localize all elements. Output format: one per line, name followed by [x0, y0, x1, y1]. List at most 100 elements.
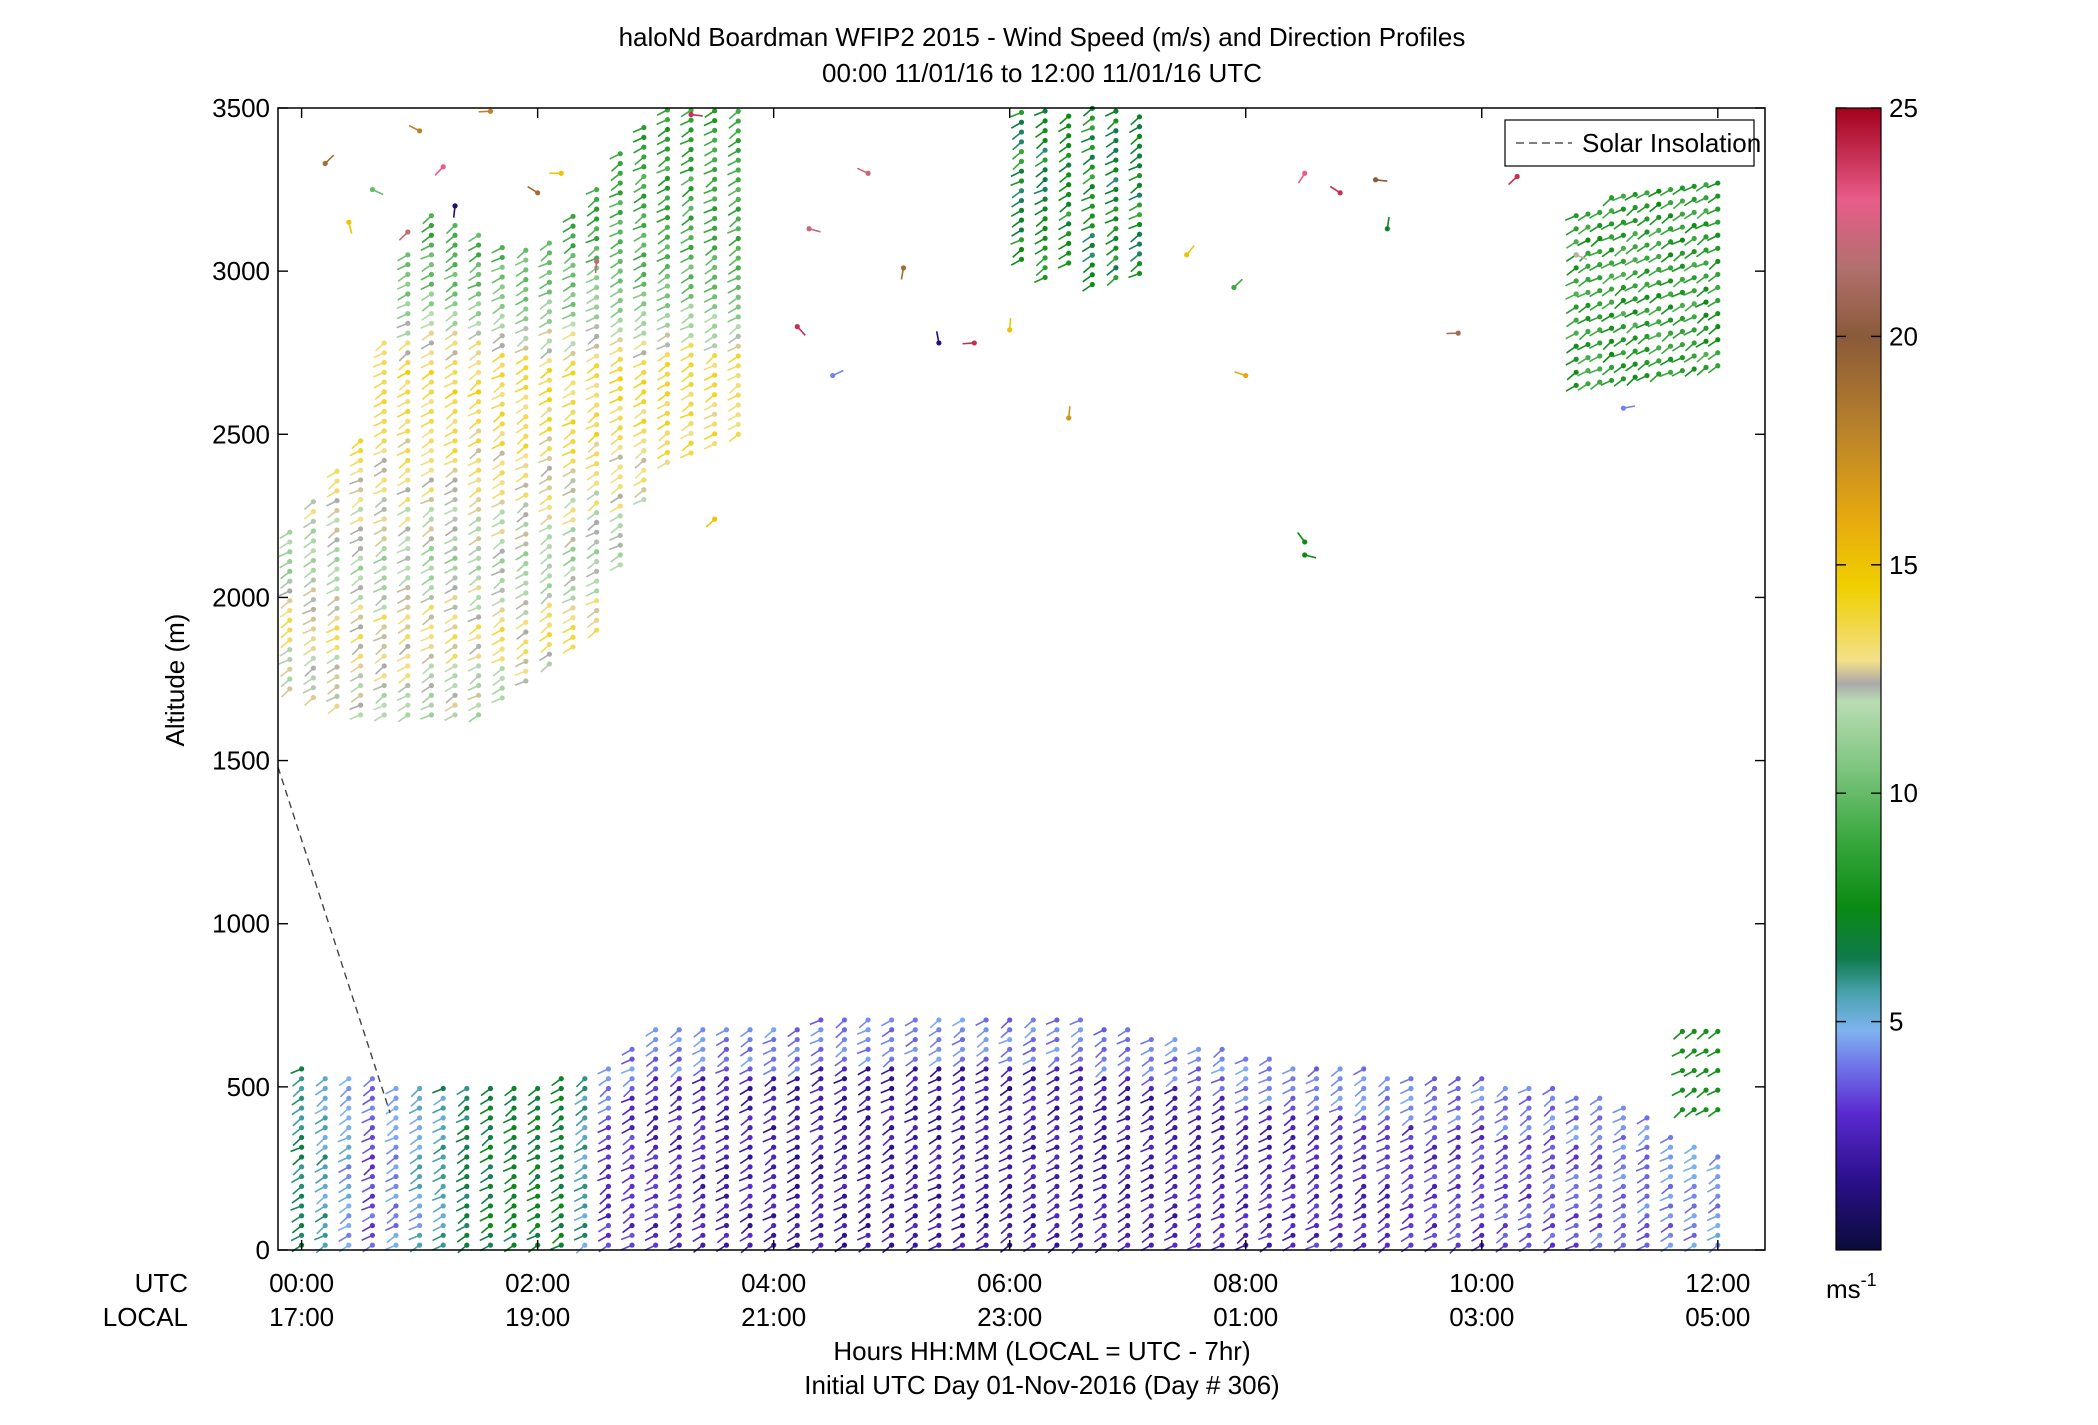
wind-barb-low-dot — [1526, 1213, 1532, 1219]
wind-barb-low-dot — [1644, 1213, 1650, 1219]
wind-barb-low-dot — [1030, 1232, 1036, 1238]
wind-barb-low-dot — [1644, 1125, 1650, 1131]
wind-barb-upper-dot — [735, 128, 741, 134]
wind-barb-upper-dot — [594, 470, 600, 477]
wind-barb-low-dot — [723, 1173, 730, 1180]
wind-barb-low-dot — [417, 1115, 423, 1121]
wind-barb-upper-dot — [476, 448, 482, 454]
wind-barb-mid-cluster-dot — [1136, 182, 1143, 188]
wind-barb-mid-cluster-dot — [1042, 186, 1048, 192]
wind-barb-upper-dot — [499, 264, 505, 270]
wind-barb-low-dot — [1337, 1213, 1343, 1219]
wind-barb-low-dot — [1455, 1144, 1461, 1150]
wind-barb-low-dot — [1549, 1173, 1556, 1180]
wind-barb-upper-dot — [641, 242, 647, 248]
wind-barb-upper-dot — [499, 293, 505, 300]
wind-barb-upper-dot — [476, 477, 482, 483]
wind-barb-upper-dot — [594, 480, 600, 486]
wind-barb-upper-dot — [594, 392, 600, 398]
wind-barb-upper-dot — [287, 676, 293, 682]
wind-barb-low-dot — [1431, 1125, 1438, 1131]
wind-barb-low-upper-dot — [1679, 1067, 1685, 1074]
wind-barb-mid-cluster-dot — [1136, 202, 1143, 208]
wind-barb-low-upper-dot — [1715, 1107, 1721, 1113]
wind-barb-upper-dot — [546, 260, 553, 266]
wind-barb-upper-dot — [523, 374, 529, 381]
wind-barb-low-dot — [487, 1085, 494, 1092]
wind-barb-upper-dot — [712, 176, 718, 182]
wind-barb-low-dot — [771, 1066, 777, 1072]
wind-barb-low-dot — [1172, 1242, 1178, 1248]
wind-barb-right-cluster-dot — [1632, 191, 1638, 198]
wind-barb-low-dot — [959, 1173, 966, 1180]
wind-barb-upper-dot — [570, 429, 576, 435]
wind-barb-low-dot — [1101, 1085, 1107, 1092]
wind-barb-right-cluster-dot — [1715, 350, 1721, 356]
wind-barb-upper-dot — [570, 497, 576, 503]
wind-barb-low-dot — [700, 1154, 706, 1160]
wind-barb-low-dot — [1431, 1232, 1438, 1238]
wind-barb-low-dot — [629, 1115, 635, 1121]
wind-barb-right-cluster-dot — [1620, 284, 1626, 291]
wind-barb-low-dot — [1172, 1095, 1178, 1101]
wind-barb-low-dot — [676, 1076, 682, 1082]
wind-barb-low-dot — [1337, 1105, 1343, 1111]
wind-barb-upper-dot — [688, 303, 694, 309]
wind-barb-right-cluster-dot — [1597, 288, 1603, 294]
wind-barb-upper-dot — [334, 615, 340, 621]
wind-barb-upper-dot — [452, 281, 458, 287]
wind-barb-low-dot — [1101, 1203, 1107, 1209]
wind-barb-low-dot — [771, 1027, 777, 1033]
wind-barb-upper-dot — [310, 694, 317, 701]
wind-barb-upper-dot — [570, 546, 576, 552]
wind-barb-low-dot — [912, 1242, 918, 1248]
wind-barb-mid-cluster-dot — [1042, 235, 1048, 241]
wind-barb-scattered-dot — [1372, 177, 1379, 183]
wind-barb-upper-dot — [523, 433, 529, 439]
wind-barb-right-cluster-dot — [1632, 283, 1638, 289]
wind-barb-low-dot — [1549, 1203, 1556, 1209]
wind-barb-low-dot — [1313, 1144, 1320, 1150]
wind-barb-mid-cluster-dot — [1018, 109, 1025, 116]
wind-barb-low-dot — [1148, 1183, 1154, 1189]
wind-barb-upper-dot — [334, 478, 340, 484]
wind-barb-upper-dot — [641, 154, 647, 160]
x-row-label-utc: UTC — [135, 1268, 188, 1298]
wind-barb-low-dot — [653, 1183, 659, 1189]
wind-barb-low-dot — [558, 1173, 564, 1180]
wind-barb-low-dot — [417, 1125, 423, 1131]
solar-insolation-layer — [277, 766, 391, 1114]
wind-barb-right-cluster-dot — [1585, 341, 1591, 348]
wind-barb-upper-dot — [523, 629, 529, 635]
wind-barb-upper-dot — [617, 483, 623, 490]
wind-barb-low-dot — [676, 1105, 682, 1111]
wind-barb-low-dot — [794, 1036, 800, 1043]
wind-barb-upper-dot — [617, 200, 623, 206]
wind-barb-right-cluster-dot — [1608, 273, 1615, 279]
wind-barb-upper-dot — [428, 399, 435, 405]
wind-barb-low-dot — [346, 1242, 352, 1248]
wind-barb-low-dot — [771, 1134, 777, 1141]
wind-barb-low-dot — [959, 1242, 966, 1248]
wind-barb-low-dot — [1148, 1173, 1154, 1180]
wind-barb-low-dot — [653, 1085, 659, 1092]
wind-barb-low-dot — [346, 1076, 352, 1082]
wind-barb-low-dot — [771, 1154, 777, 1160]
wind-barb-low-dot — [1172, 1232, 1178, 1238]
wind-barb-low-dot — [1243, 1085, 1249, 1092]
wind-barb-upper-dot — [358, 438, 364, 444]
wind-barb-low-dot — [959, 1066, 966, 1072]
wind-barb-mid-cluster-dot — [1113, 206, 1119, 212]
wind-barb-low-dot — [700, 1222, 706, 1229]
wind-barb-low-dot — [1455, 1242, 1461, 1248]
wind-barb-low-dot — [1337, 1076, 1343, 1082]
wind-barb-right-cluster-dot — [1620, 376, 1626, 382]
wind-barb-mid-cluster-dot — [1089, 144, 1095, 151]
wind-barb-right-cluster-dot — [1597, 301, 1603, 307]
wind-barb-right-cluster-dot — [1632, 217, 1638, 224]
wind-barb-scattered-dot — [405, 229, 411, 235]
wind-barb-low-dot — [1431, 1134, 1438, 1141]
wind-barb-low-dot — [1573, 1134, 1579, 1141]
wind-barb-mid-cluster-dot — [1042, 128, 1048, 134]
wind-barb-upper-dot — [712, 186, 718, 192]
